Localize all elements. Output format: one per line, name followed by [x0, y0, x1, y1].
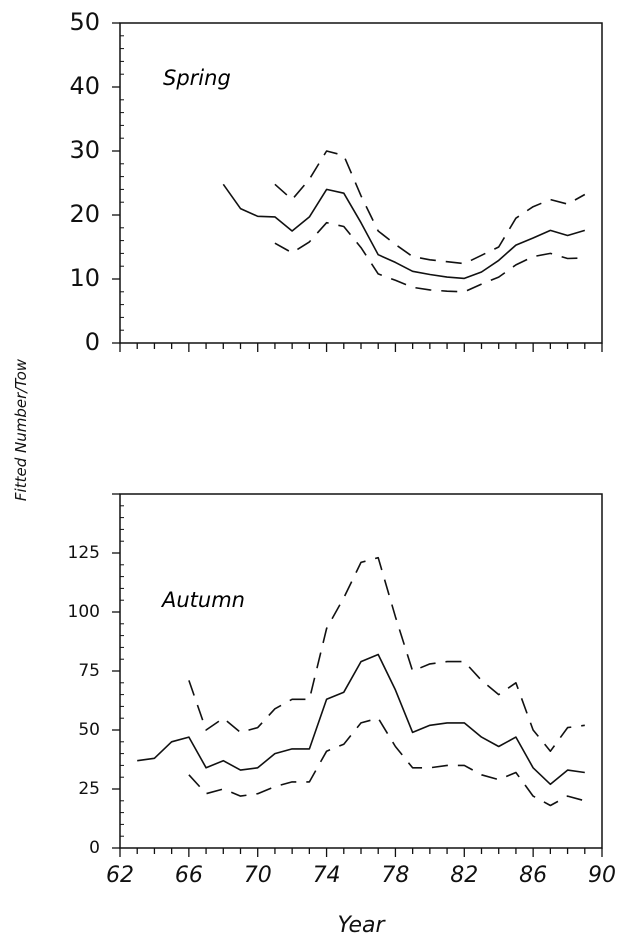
y-tick-label: 30 — [69, 136, 100, 164]
x-tick-label: 90 — [588, 863, 616, 888]
confidence-band-line — [274, 221, 585, 293]
x-tick-label: 66 — [175, 863, 203, 888]
autumn-panel-title: Autumn — [160, 588, 245, 612]
x-tick-label: 74 — [313, 863, 341, 888]
y-tick-label: 50 — [69, 8, 100, 36]
y-tick-label: 25 — [78, 779, 100, 799]
confidence-band-line — [188, 556, 585, 753]
x-tick-label: 86 — [519, 863, 547, 888]
x-tick-labels: 62 66 70 74 78 82 86 90 — [106, 863, 616, 888]
autumn-panel: 0 25 50 75 100 125 62 66 70 74 78 82 86 90 Autumn — [68, 493, 616, 888]
fitted-line — [222, 183, 586, 280]
y-tick-label: 100 — [68, 602, 100, 622]
y-tick-label: 20 — [69, 200, 100, 228]
y-tick-label: 50 — [78, 720, 100, 740]
x-axis-title: Year — [337, 913, 386, 938]
autumn-y-tick-labels: 0 25 50 75 100 125 — [68, 543, 100, 858]
spring-y-tick-labels: 0 10 20 30 40 50 — [69, 8, 100, 356]
y-tick-label: 75 — [78, 661, 100, 681]
x-tick-label: 82 — [450, 863, 478, 888]
y-tick-label: 40 — [69, 72, 100, 100]
y-tick-label: 125 — [68, 543, 100, 563]
y-axis-title: Fitted Number/Tow — [12, 358, 30, 501]
confidence-band-line — [188, 717, 586, 807]
confidence-band-line — [274, 150, 586, 265]
autumn-series — [137, 556, 586, 807]
y-tick-label: 0 — [85, 328, 100, 356]
autumn-plot-frame — [119, 493, 603, 849]
spring-series — [222, 150, 586, 293]
x-tick-label: 78 — [381, 863, 409, 888]
spring-panel-title: Spring — [163, 66, 231, 90]
fitted-line — [137, 653, 585, 786]
spring-ticks — [112, 22, 603, 352]
autumn-ticks — [112, 493, 603, 857]
y-tick-label: 0 — [89, 838, 100, 858]
x-tick-label: 62 — [106, 863, 134, 888]
spring-panel: 0 10 20 30 40 50 Spring — [69, 8, 603, 356]
y-tick-label: 10 — [69, 264, 100, 292]
x-tick-label: 70 — [244, 863, 272, 888]
